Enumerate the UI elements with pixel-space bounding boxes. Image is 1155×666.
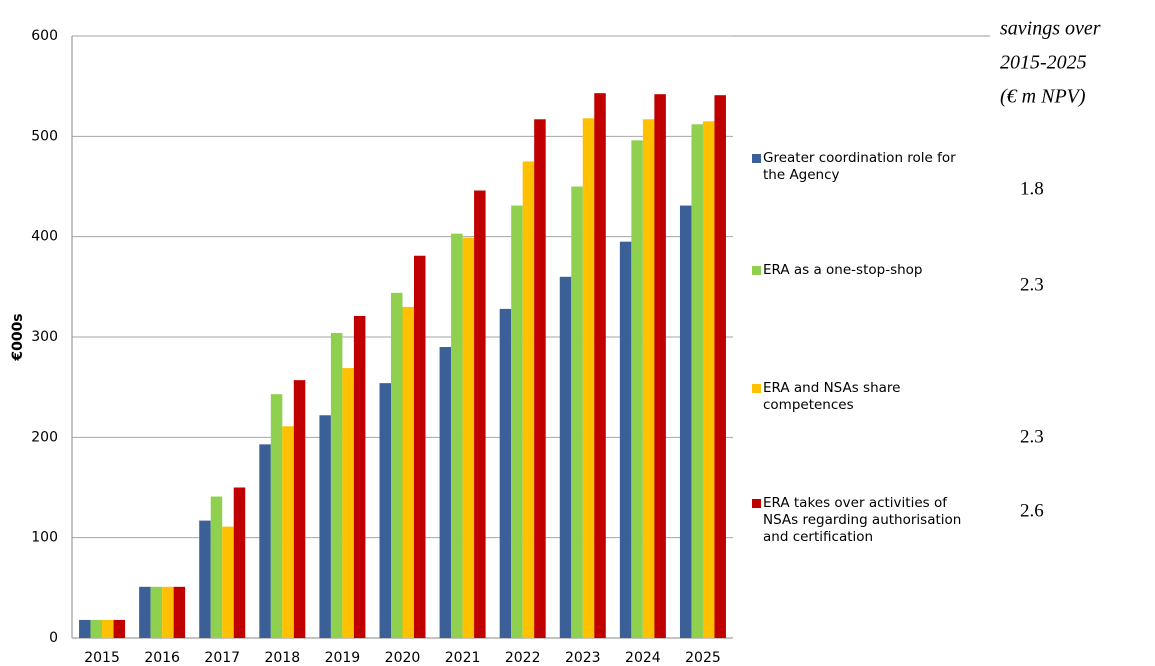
bar (210, 496, 223, 638)
legend-label: ERA and NSAs share competences (763, 380, 901, 413)
x-tick-label: 2015 (84, 650, 120, 666)
bar (293, 380, 306, 638)
bar (199, 520, 211, 638)
bar (113, 619, 126, 638)
y-axis-label: €000s (10, 313, 26, 361)
y-tick-label: 200 (31, 429, 58, 445)
savings-value: 2.3 (1020, 274, 1044, 295)
x-tick-label: 2025 (685, 650, 721, 666)
bar (102, 619, 114, 638)
bar (222, 526, 234, 638)
bar (462, 237, 475, 639)
legend-label: ERA as a one-stop-shop (763, 262, 923, 278)
x-tick-label: 2018 (264, 650, 300, 666)
bar (571, 186, 583, 638)
bar (173, 586, 186, 638)
legend-swatch (752, 384, 761, 393)
bar (319, 415, 331, 638)
bar (391, 292, 403, 638)
bar (330, 332, 343, 638)
bar (702, 121, 715, 639)
x-tick-label: 2017 (204, 650, 240, 666)
savings-value: 1.8 (1020, 178, 1044, 199)
savings-title: (€ m NPV) (1000, 86, 1086, 108)
savings-value: 2.6 (1020, 500, 1044, 521)
bar (162, 586, 174, 638)
legend-label: ERA takes over activities of NSAs regard… (763, 495, 962, 545)
x-tick-label: 2020 (385, 650, 421, 666)
y-tick-label: 600 (31, 28, 58, 44)
legend-swatch (752, 499, 761, 508)
y-tick-label: 400 (31, 229, 58, 245)
bar (139, 586, 151, 638)
bar (559, 276, 572, 638)
bar (342, 368, 354, 638)
bar (379, 383, 391, 638)
legend-swatch (752, 154, 761, 163)
bar (691, 124, 703, 638)
savings-value: 2.3 (1020, 426, 1044, 447)
bar (402, 306, 414, 638)
bar (150, 586, 163, 638)
x-tick-label: 2016 (144, 650, 180, 666)
bar (233, 487, 246, 638)
y-tick-label: 100 (31, 530, 58, 546)
y-tick-label: 0 (49, 630, 58, 646)
savings-title: savings over (1000, 18, 1101, 40)
x-tick-label: 2023 (565, 650, 601, 666)
bar (259, 444, 271, 638)
bar (499, 308, 512, 638)
savings-title: 2015-2025 (1000, 52, 1087, 74)
bar (679, 205, 692, 638)
x-tick-label: 2019 (325, 650, 361, 666)
bar (714, 95, 726, 639)
x-tick-label: 2021 (445, 650, 481, 666)
legend-label: Greater coordination role for the Agency (763, 150, 956, 183)
bar (594, 93, 606, 638)
bar (451, 233, 463, 638)
bar (282, 426, 294, 638)
bar (270, 394, 283, 638)
bar (474, 190, 486, 638)
bar (353, 315, 366, 638)
bar (90, 619, 103, 638)
bar (642, 119, 655, 638)
bar (522, 161, 535, 638)
bar (79, 619, 91, 638)
bar (439, 347, 452, 638)
bar (631, 140, 643, 638)
bar (414, 255, 426, 639)
x-tick-label: 2022 (505, 650, 541, 666)
y-tick-label: 300 (31, 329, 58, 345)
bar (582, 118, 595, 639)
bar (534, 119, 546, 638)
bar (511, 205, 523, 638)
x-tick-label: 2024 (625, 650, 661, 666)
bar (619, 241, 632, 638)
bar (654, 94, 666, 638)
legend-swatch (752, 266, 761, 275)
y-tick-label: 500 (31, 128, 58, 144)
